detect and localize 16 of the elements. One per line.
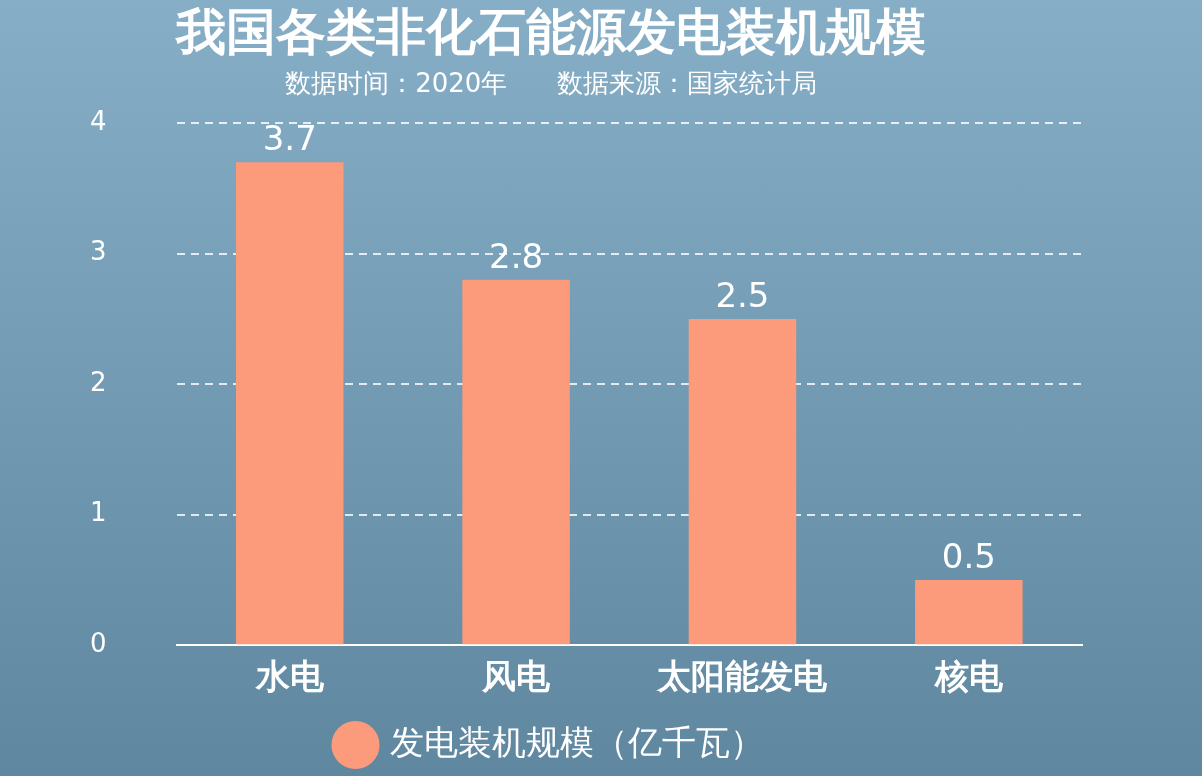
x-tick-label: 风电 — [481, 656, 552, 697]
y-tick-label: 0 — [90, 627, 107, 658]
data-label: 0.5 — [941, 535, 996, 576]
data-label: 3.7 — [262, 118, 317, 159]
x-tick-label: 太阳能发电 — [656, 656, 829, 697]
legend-label: 发电装机规模（亿千瓦） — [389, 721, 764, 762]
chart-subtitle: 数据时间：2020年 数据来源：国家统计局 — [285, 68, 817, 99]
y-tick-label: 3 — [90, 236, 107, 267]
y-tick-label: 2 — [90, 366, 107, 397]
data-label: 2.8 — [489, 235, 544, 276]
x-tick-label: 水电 — [254, 656, 325, 697]
chart-title: 我国各类非化石能源发电装机规模 — [174, 2, 926, 61]
data-label: 2.5 — [715, 274, 770, 315]
y-tick-label: 1 — [90, 497, 107, 528]
x-tick-label: 核电 — [932, 656, 1004, 697]
y-tick-label: 4 — [90, 105, 107, 136]
